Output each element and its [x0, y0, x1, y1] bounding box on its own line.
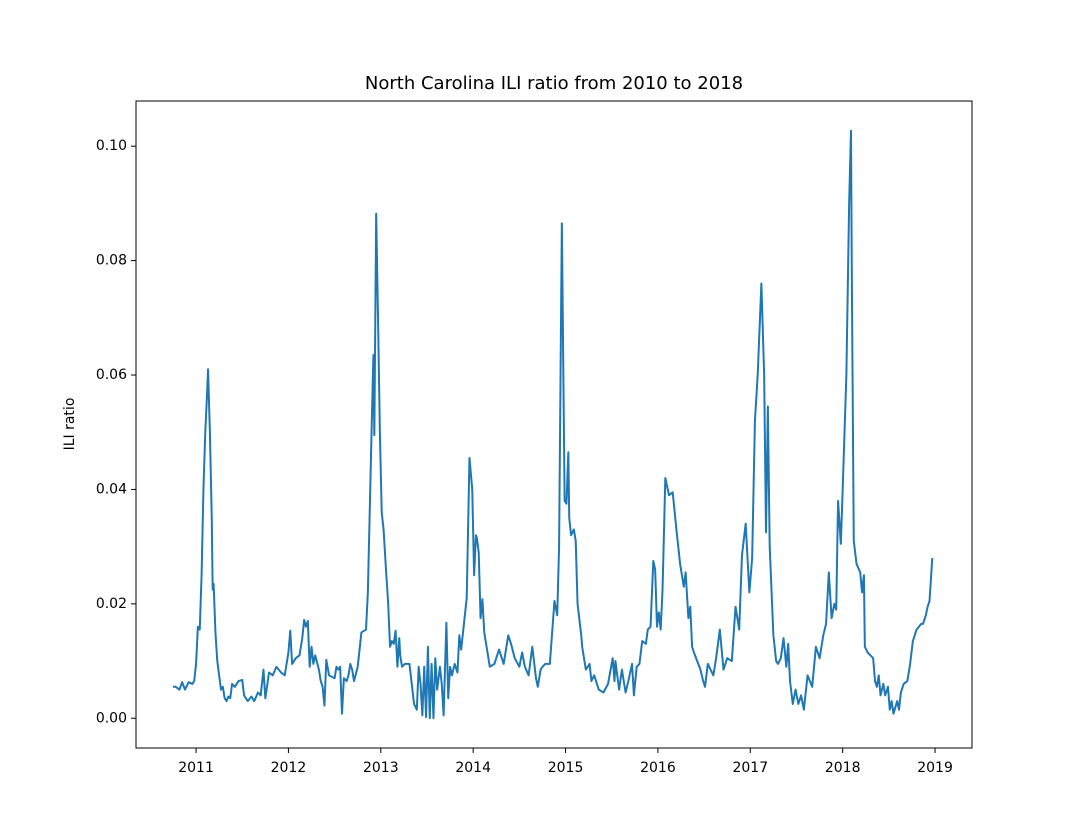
y-tick-label: 0.00	[96, 710, 127, 726]
x-tick-label: 2018	[825, 760, 861, 776]
chart-title: North Carolina ILI ratio from 2010 to 20…	[365, 73, 743, 94]
x-tick-label: 2017	[732, 760, 768, 776]
x-tick-label: 2012	[271, 760, 307, 776]
x-tick-label: 2015	[548, 760, 584, 776]
y-tick-label: 0.10	[96, 138, 127, 154]
x-tick-label: 2013	[363, 760, 399, 776]
x-tick-label: 2016	[640, 760, 676, 776]
y-tick-label: 0.06	[96, 367, 127, 383]
y-tick-label: 0.08	[96, 253, 127, 269]
plot-frame	[135, 100, 973, 749]
y-tick-label: 0.04	[96, 481, 127, 497]
y-tick-label: 0.02	[96, 596, 127, 612]
y-axis-label: ILI ratio	[62, 398, 78, 451]
data-line	[172, 129, 934, 720]
x-tick-label: 2014	[455, 760, 491, 776]
x-tick-label: 2019	[917, 760, 953, 776]
x-tick-label: 2011	[178, 760, 214, 776]
